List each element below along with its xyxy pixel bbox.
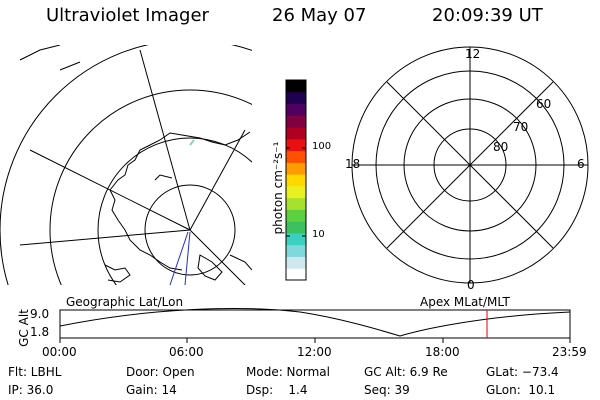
colorbar-segment [286,221,306,234]
mlt-label-dusk: 18 [345,157,361,171]
date-label: 26 May 07 [272,5,367,26]
instrument-title: Ultraviolet Imager [46,5,209,26]
latitude-circle-inner [144,184,236,276]
colorbar-tick-label: 10 [312,229,325,240]
timeline-xtick: 12:00 [297,345,332,359]
colorbar-frame [285,79,307,281]
mlt-line [386,81,554,249]
coastline [229,254,252,271]
gc-altitude-info: GC Alt: 6.9 Re [364,365,448,379]
colorbar-segment [286,197,306,210]
colorbar [286,80,306,281]
colorbar-tick-label: 100 [312,141,332,152]
colorbar-segment [286,162,306,175]
meridian-line [139,49,191,231]
colorbar-segment [286,244,306,257]
timeline-ytick: 9.0 [30,307,50,321]
colorbar-segment [286,185,306,199]
timeline-ticks [59,338,571,343]
timeline-xtick: 18:00 [425,345,460,359]
orbit-track [184,231,191,286]
colorbar-segment [286,150,306,163]
coastline [104,264,131,283]
timeline-xtick: 23:59 [552,345,587,359]
mlt-label-midnight: 0 [467,278,475,292]
colorbar-segment [286,209,306,222]
colorbar-segment [286,80,306,93]
mlt-label-noon: 12 [465,47,481,61]
colorbar-segment [286,138,306,152]
orbit-track [169,231,189,286]
coastline [19,45,61,61]
coastline [59,61,81,71]
ip-info: IP: 36.0 [8,383,54,397]
apex-polar-grid [351,46,589,284]
colorbar-segment [286,103,306,116]
timeline-ylabel: GC Alt [17,309,31,347]
colorbar-segment [286,91,306,105]
latitude-circle-mid [97,137,252,285]
display-info: Dsp: 1.4 [246,383,308,397]
colorbar-segment [286,232,306,246]
mlt-label-dawn: 6 [577,157,585,171]
mlat-label-60: 60 [536,97,552,111]
colorbar-segment [286,256,306,269]
coastline [154,174,173,181]
coastline [197,254,223,281]
colorbar-segment [286,115,306,128]
mlat-label-70: 70 [513,120,529,134]
meridian-line [19,229,191,246]
geo-longitude-info: GLon: 10.1 [486,383,556,397]
geographic-panel-label: Geographic Lat/Lon [66,295,184,309]
aurora-trace [189,139,195,146]
sequence-info: Seq: 39 [364,383,410,397]
geo-latitude-info: GLat: −73.4 [486,365,559,379]
gain-info: Gain: 14 [126,383,177,397]
colorbar-unit-label: photon cm⁻²s⁻¹ [271,141,285,235]
filter-info: Flt: LBHL [8,365,62,379]
coastline [109,131,251,191]
colorbar-segment [286,127,306,140]
apex-panel-label: Apex MLat/MLT [420,295,510,309]
time-label: 20:09:39 UT [432,5,543,26]
latitude-circle-outer [49,89,252,285]
colorbar-segment [286,174,306,187]
door-info: Door: Open [126,365,195,379]
meridian-line [189,229,246,285]
mode-info: Mode: Normal [246,365,330,379]
timeline-xtick: 00:00 [42,345,77,359]
colorbar-segment [286,268,306,281]
meridian-line [189,129,246,231]
coastline [109,189,183,271]
timeline-ytick: 1.8 [30,325,50,339]
altitude-curve [59,308,571,337]
mlat-label-80: 80 [493,140,509,154]
timeline-xtick: 06:00 [169,345,204,359]
